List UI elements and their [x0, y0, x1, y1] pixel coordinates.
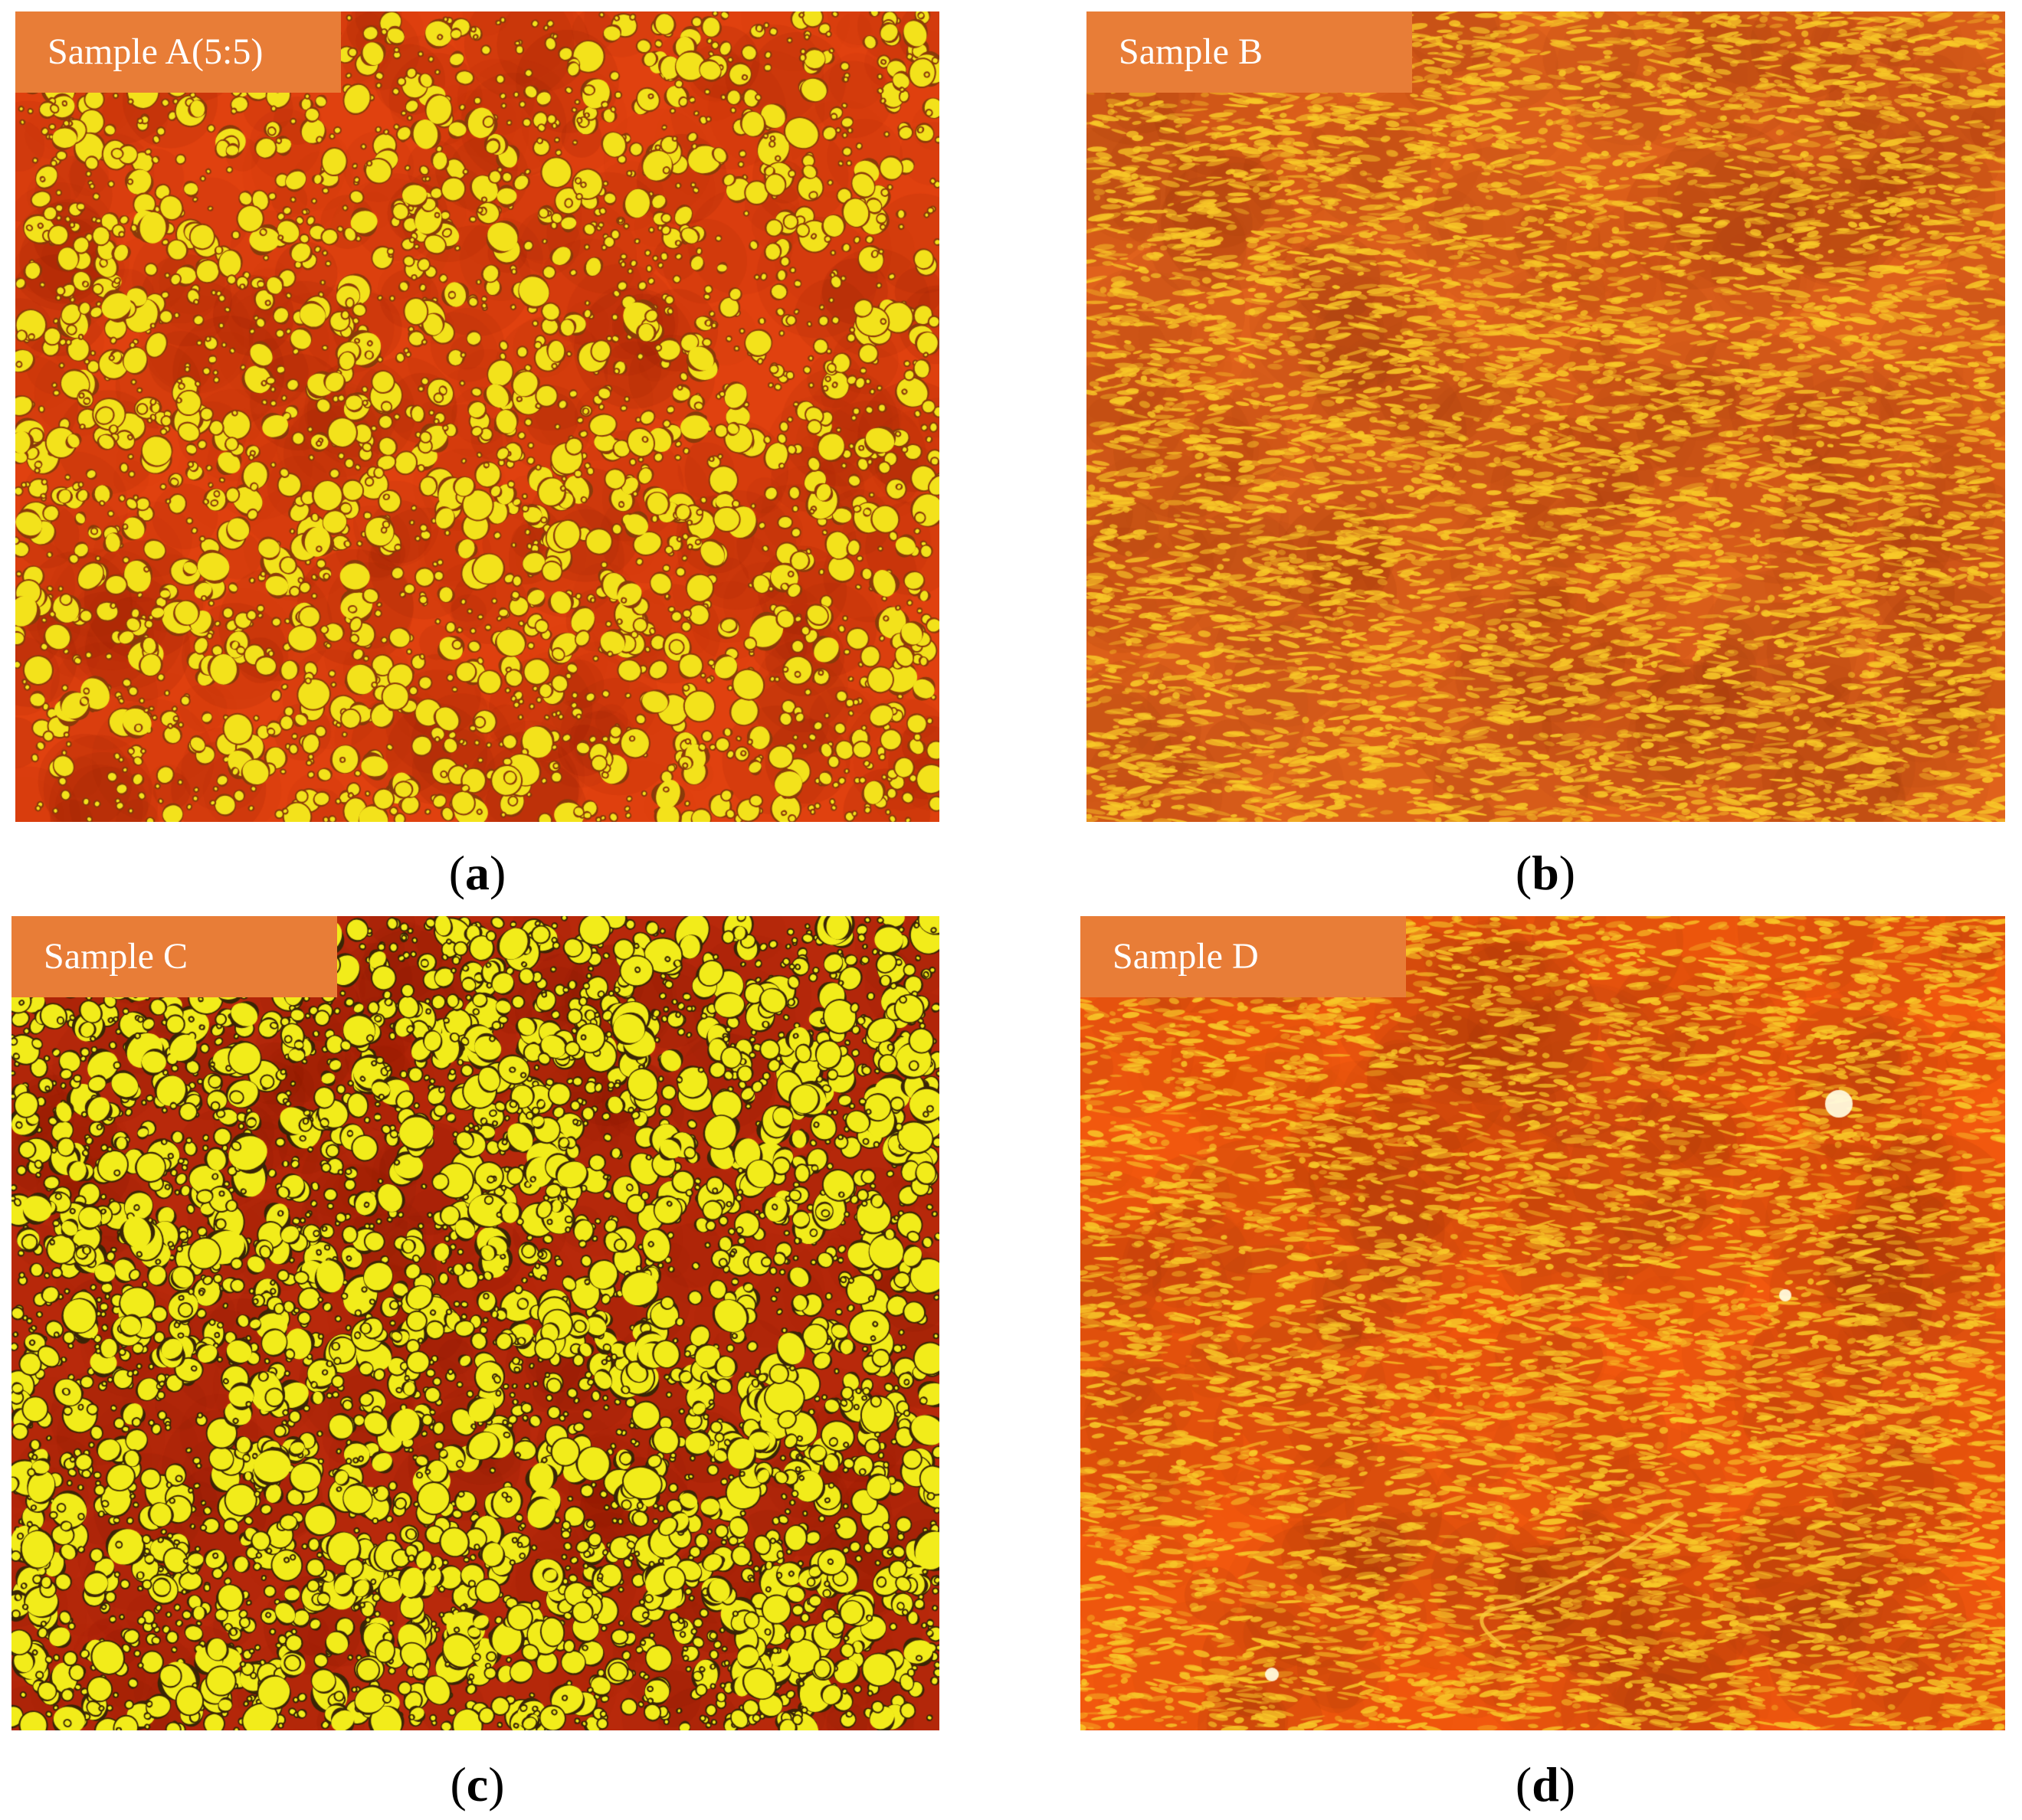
micrograph-image-d	[1080, 916, 2005, 1730]
sample-label-c: Sample C	[11, 916, 337, 997]
sample-label-b: Sample B	[1086, 11, 1412, 93]
micrograph-sample-d: Sample D	[1080, 916, 2005, 1730]
caption-letter-d: d	[1532, 1757, 1559, 1812]
panel-caption-a: (a)	[448, 846, 506, 900]
micrograph-image-b	[1086, 11, 2005, 822]
micrograph-sample-a: Sample A(5:5)	[15, 11, 939, 822]
micrograph-sample-c: Sample C	[11, 916, 939, 1730]
caption-letter-b: b	[1532, 846, 1559, 900]
panel-caption-d: (d)	[1515, 1757, 1576, 1812]
sample-label-d: Sample D	[1080, 916, 1406, 997]
micrograph-sample-b: Sample B	[1086, 11, 2005, 822]
micrograph-image-a	[15, 11, 939, 822]
caption-letter-a: a	[465, 846, 490, 900]
sample-label-a: Sample A(5:5)	[15, 11, 341, 93]
panel-caption-b: (b)	[1515, 846, 1576, 900]
caption-letter-c: c	[466, 1757, 489, 1812]
panel-caption-c: (c)	[450, 1757, 505, 1812]
micrograph-image-c	[11, 916, 939, 1730]
